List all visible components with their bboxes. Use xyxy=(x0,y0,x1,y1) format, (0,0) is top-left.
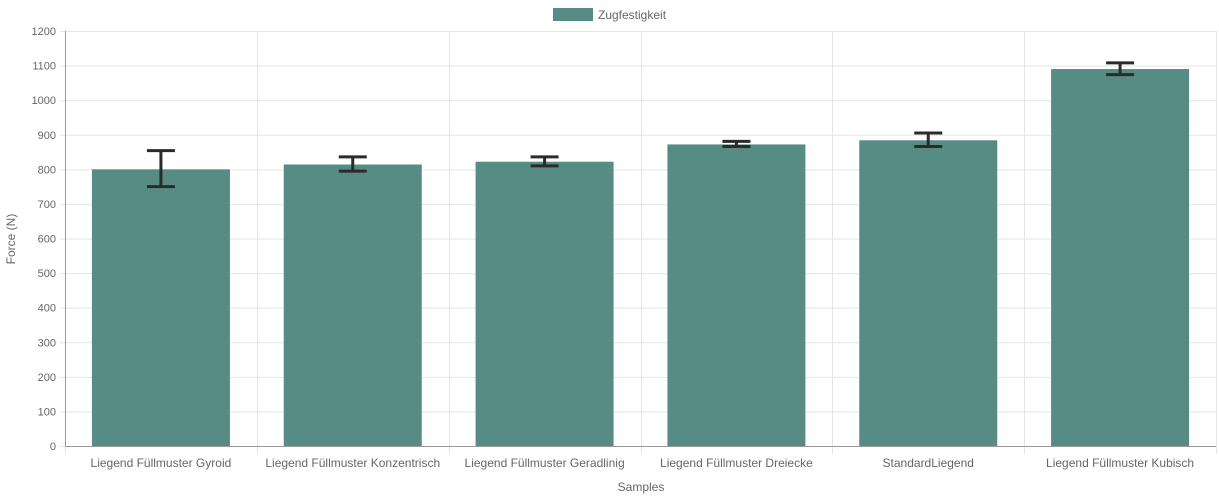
x-tick-label: Liegend Füllmuster Gyroid xyxy=(91,456,232,470)
error-bars xyxy=(146,61,1135,189)
bar[interactable] xyxy=(475,161,614,446)
bar[interactable] xyxy=(1051,69,1190,447)
y-tick-label: 200 xyxy=(38,372,56,384)
y-tick-label: 800 xyxy=(38,164,56,176)
y-tick-label: 900 xyxy=(38,130,56,142)
x-tick-label: Liegend Füllmuster Geradlinig xyxy=(465,456,625,470)
y-tick-label: 300 xyxy=(38,337,56,349)
error-bar xyxy=(722,139,751,149)
x-tick-label: Liegend Füllmuster Dreiecke xyxy=(660,456,813,470)
y-tick-label: 500 xyxy=(38,268,56,280)
x-tick-label: Liegend Füllmuster Kubisch xyxy=(1046,456,1194,470)
error-bar xyxy=(338,155,367,173)
error-bar xyxy=(146,149,175,189)
x-tick-label: Liegend Füllmuster Konzentrisch xyxy=(265,456,440,470)
y-tick-label: 1000 xyxy=(32,95,56,107)
y-tick-label: 0 xyxy=(50,441,56,453)
y-tick-label: 400 xyxy=(38,303,56,315)
grid xyxy=(60,31,1217,454)
legend-label-zugfestigkeit[interactable]: Zugfestigkeit xyxy=(598,8,667,22)
y-tick-label: 100 xyxy=(38,406,56,418)
x-tick-label: StandardLiegend xyxy=(883,456,974,470)
x-axis-title: Samples xyxy=(618,480,665,494)
bar[interactable] xyxy=(283,164,422,446)
error-bar xyxy=(530,155,559,168)
bar[interactable] xyxy=(859,140,998,447)
axes: 0 100 200 300 400 500 600 700 800 900 1000 1100 1200… xyxy=(32,26,1216,470)
y-tick-label: 700 xyxy=(38,199,56,211)
bar[interactable] xyxy=(667,144,806,446)
error-bar xyxy=(914,131,943,149)
y-axis-title: Force (N) xyxy=(4,214,18,265)
error-bar xyxy=(1106,61,1135,77)
legend[interactable]: Zugfestigkeit xyxy=(553,8,667,22)
y-tick-label: 1200 xyxy=(32,26,56,38)
bar[interactable] xyxy=(91,169,230,447)
bars xyxy=(91,69,1190,447)
y-tick-label: 1100 xyxy=(32,61,56,73)
y-tick-label: 600 xyxy=(38,234,56,246)
legend-swatch-zugfestigkeit[interactable] xyxy=(553,8,593,21)
